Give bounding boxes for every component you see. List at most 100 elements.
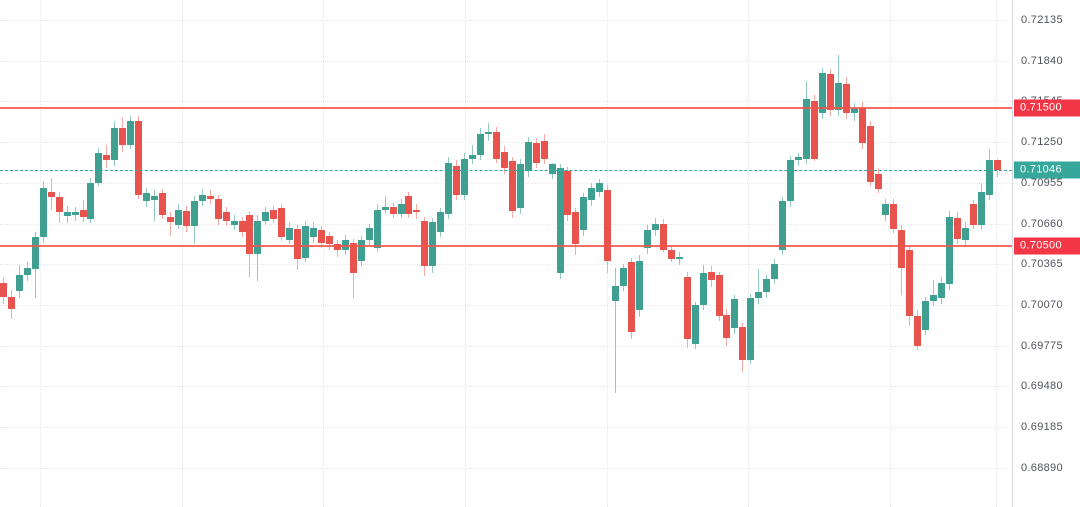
candle-body xyxy=(182,211,190,227)
candle-body xyxy=(826,74,834,111)
candle-body xyxy=(850,107,858,114)
candle-body xyxy=(779,201,787,250)
candle-body xyxy=(508,161,516,212)
candle-body xyxy=(238,220,246,232)
candle-body xyxy=(453,165,461,195)
candle-body xyxy=(993,160,1001,171)
price-axis[interactable]: 0.721350.718400.715450.712500.709550.706… xyxy=(1012,0,1080,507)
candle-body xyxy=(636,260,643,311)
candle-body xyxy=(79,209,87,217)
candle-body xyxy=(548,164,556,174)
candle-body xyxy=(389,206,397,214)
candle-body xyxy=(429,222,437,267)
candle-body xyxy=(715,274,723,316)
candle-body xyxy=(834,82,842,111)
candle-body xyxy=(922,300,930,330)
candle-wick xyxy=(154,190,156,221)
candle-body xyxy=(842,84,850,114)
candle-wick xyxy=(169,212,171,236)
candle-body xyxy=(620,267,628,286)
candle-body xyxy=(810,100,818,159)
candle-body xyxy=(166,216,174,223)
candle-body xyxy=(23,267,31,275)
last-price-label: 0.71046 xyxy=(1014,161,1080,179)
level-price-label: 0.71500 xyxy=(1014,99,1080,117)
candle-body xyxy=(516,164,524,209)
candle-body xyxy=(477,133,484,155)
grid-hline xyxy=(0,223,1012,225)
grid-hline xyxy=(0,386,1012,388)
candle-body xyxy=(294,229,302,260)
level-line-stroke xyxy=(0,106,1012,109)
candle-body xyxy=(127,121,135,145)
grid-vline xyxy=(748,0,749,507)
candle-body xyxy=(492,132,500,159)
candle-body xyxy=(87,183,95,220)
candle-body xyxy=(71,212,79,216)
candle-body xyxy=(119,128,127,145)
candle-body xyxy=(151,195,159,201)
axis-tick-label: 0.69185 xyxy=(1021,421,1063,433)
grid-hline xyxy=(0,101,1012,103)
grid-hline xyxy=(0,20,1012,21)
candle-body xyxy=(802,99,810,159)
candle-body xyxy=(143,193,151,202)
candle-body xyxy=(954,217,961,239)
candle-body xyxy=(596,183,604,192)
candle-body xyxy=(445,162,453,214)
candle-body xyxy=(946,216,954,285)
candle-body xyxy=(795,157,802,161)
axis-tick-label: 0.70955 xyxy=(1021,176,1063,189)
grid-hline xyxy=(0,60,1012,62)
candle-body xyxy=(906,249,914,316)
candle-body xyxy=(135,121,143,195)
candle-body xyxy=(532,143,540,163)
candle-body xyxy=(190,201,198,227)
axis-tick-label: 0.70070 xyxy=(1021,298,1063,311)
candle-body xyxy=(659,223,667,250)
candle-body xyxy=(667,249,675,260)
candle-body xyxy=(524,142,532,172)
candle-body xyxy=(7,296,15,310)
axis-tick-label: 0.69480 xyxy=(1021,380,1063,393)
level-line-stroke xyxy=(0,244,1012,247)
candle-body xyxy=(365,227,373,241)
grid-hline xyxy=(0,467,1012,469)
candle-body xyxy=(564,171,572,216)
candle-body xyxy=(731,299,739,329)
candle-body xyxy=(898,230,906,268)
grid-vline xyxy=(465,0,466,507)
candle-body xyxy=(31,237,39,270)
candle-body xyxy=(723,314,731,339)
candle-wick xyxy=(758,269,760,304)
candle-body xyxy=(397,204,405,214)
candle-body xyxy=(461,158,469,195)
candle-body xyxy=(286,227,294,241)
chart-plot-area[interactable] xyxy=(0,0,1012,507)
candle-body xyxy=(747,298,755,361)
candle-body xyxy=(174,209,182,225)
grid-vline xyxy=(996,0,997,507)
candle-body xyxy=(914,315,922,347)
candle-body xyxy=(270,209,278,220)
candle-body xyxy=(977,191,985,225)
candle-body xyxy=(643,230,651,249)
candle-body xyxy=(882,204,890,216)
candle-body xyxy=(302,226,310,258)
grid-hline xyxy=(0,427,1012,428)
candle-body xyxy=(469,154,477,159)
candle-body xyxy=(95,153,103,184)
candle-body xyxy=(246,215,254,254)
candle-body xyxy=(333,244,341,250)
candle-body xyxy=(103,154,111,161)
candle-body xyxy=(604,190,612,261)
grid-vline xyxy=(40,0,41,507)
candle-body xyxy=(206,195,214,199)
candle-body xyxy=(675,256,683,260)
candle-body xyxy=(39,187,47,238)
grid-vline xyxy=(890,0,891,507)
last-price-line xyxy=(0,170,1012,172)
candle-body xyxy=(580,197,588,231)
candle-wick xyxy=(933,280,935,307)
